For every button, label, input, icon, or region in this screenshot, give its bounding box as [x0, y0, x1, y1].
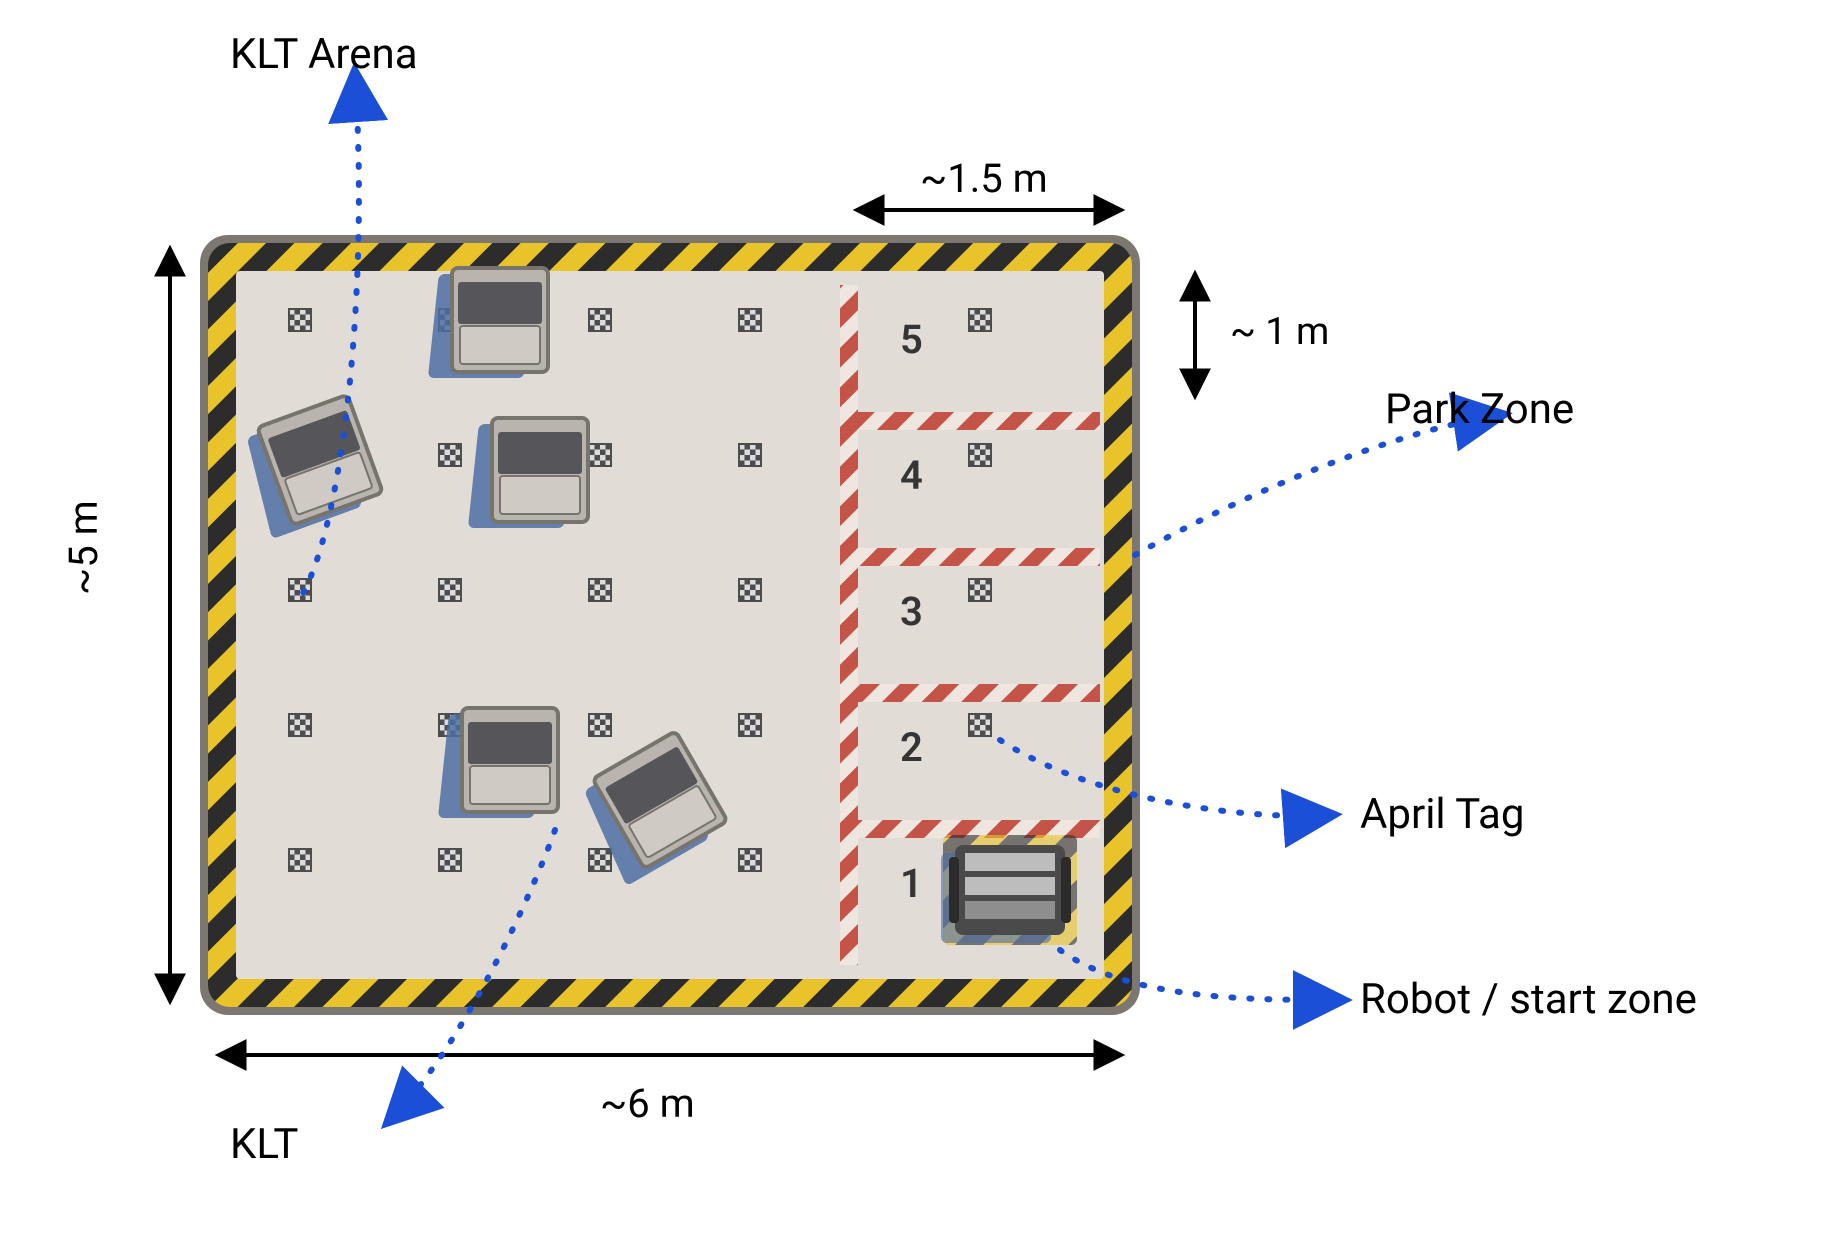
park-zone-number: 3: [900, 588, 923, 635]
april-tag: [969, 579, 991, 601]
april-tag: [969, 714, 991, 736]
april-tag: [969, 444, 991, 466]
april_tag_label: April Tag: [1360, 790, 1524, 839]
klt_label: KLT: [230, 1120, 298, 1169]
april-tag: [439, 849, 461, 871]
april-tag: [739, 309, 761, 331]
april-tag: [289, 714, 311, 736]
park-zone-number: 4: [900, 452, 923, 499]
park-zone-divider: [840, 684, 1100, 702]
april-tag: [589, 309, 611, 331]
april-tag: [739, 579, 761, 601]
dim_5m: ~5 m: [60, 500, 107, 595]
park-zone-divider: [840, 548, 1100, 566]
dim_1m: ~ 1 m: [1230, 310, 1329, 354]
annotation-arrow: [1135, 415, 1500, 555]
dim_6m: ~6 m: [600, 1080, 695, 1127]
park-zone-number: 5: [900, 316, 923, 363]
park-zone-vertical-stripe: [840, 285, 858, 965]
april-tag: [439, 579, 461, 601]
april-tag: [739, 849, 761, 871]
klt-box: [468, 418, 588, 528]
april-tag: [739, 444, 761, 466]
park-zone-number: 1: [900, 860, 923, 907]
april-tag: [589, 849, 611, 871]
april-tag: [289, 849, 311, 871]
april-tag: [589, 444, 611, 466]
robot: [941, 835, 1077, 945]
april-tag: [589, 714, 611, 736]
april-tag: [289, 579, 311, 601]
diagram-stage: 5 4 3 2 1 KLT Arena Park Zone April Tag Robot / …: [0, 0, 1836, 1246]
dim_1_5m: ~1.5 m: [920, 155, 1048, 202]
park-zone-divider: [840, 412, 1100, 430]
klt-box: [428, 268, 548, 378]
april-tag: [439, 444, 461, 466]
klt_arena_label: KLT Arena: [230, 30, 418, 79]
park-zone-number: 2: [900, 724, 923, 771]
klt-box: [438, 708, 558, 818]
april-tag: [969, 309, 991, 331]
april-tag: [739, 714, 761, 736]
april-tag: [589, 579, 611, 601]
april-tag: [289, 309, 311, 331]
park_zone_label: Park Zone: [1385, 385, 1574, 434]
robot_label: Robot / start zone: [1360, 975, 1697, 1024]
